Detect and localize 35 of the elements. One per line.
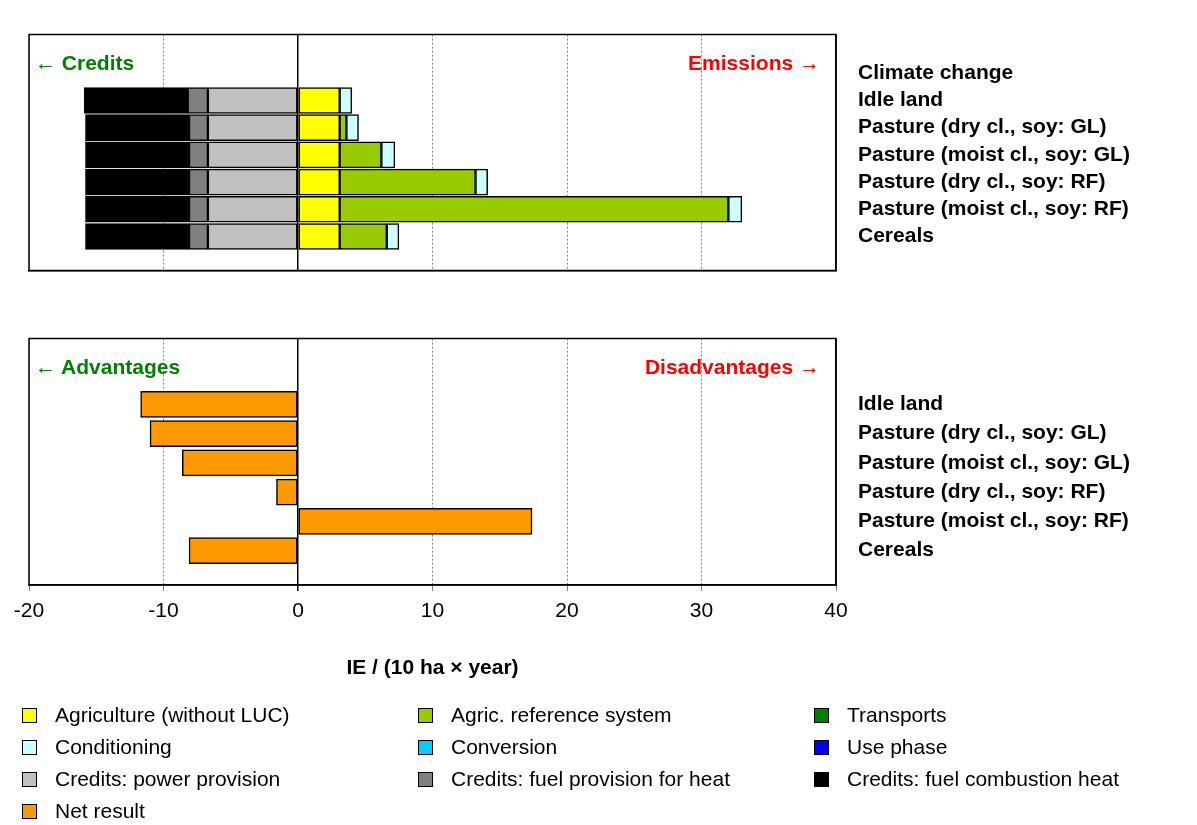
y-tick-label: Pasture (moist cl., soy: GL) bbox=[858, 449, 1130, 473]
legend-label: Credits: power provision bbox=[55, 767, 281, 791]
legend-label: Use phase bbox=[847, 735, 948, 759]
x-tick-label: 40 bbox=[824, 598, 848, 622]
legend-label: Credits: fuel combustion heat bbox=[847, 767, 1119, 791]
legend-label: Credits: fuel provision for heat bbox=[451, 767, 730, 791]
x-tick-label: 30 bbox=[689, 598, 714, 622]
x-tick-label: -10 bbox=[148, 598, 179, 622]
legend-label: Conversion bbox=[451, 735, 558, 759]
legend-label: Transports bbox=[847, 703, 947, 727]
y-tick-label: Pasture (dry cl., soy: RF) bbox=[858, 168, 1106, 192]
text: Disadvantages → bbox=[644, 355, 820, 379]
text: Emissions → bbox=[688, 51, 820, 75]
x-tick-label: 20 bbox=[555, 598, 579, 622]
y-tick-label: Pasture (moist cl., soy: RF) bbox=[858, 508, 1129, 532]
y-tick-label: Pasture (dry cl., soy: RF) bbox=[858, 478, 1106, 502]
legend-label: Net result bbox=[55, 799, 145, 823]
x-tick-label: -20 bbox=[13, 598, 45, 622]
text: Climate change bbox=[858, 60, 1014, 84]
text: ← Advantages bbox=[35, 355, 181, 379]
legend-label: Agriculture (without LUC) bbox=[55, 703, 290, 727]
y-tick-label: Pasture (moist cl., soy: RF) bbox=[858, 196, 1129, 220]
legend-label: Conditioning bbox=[55, 735, 172, 759]
legend-label: Agric. reference system bbox=[451, 703, 672, 727]
y-tick-label: Pasture (dry cl., soy: GL) bbox=[858, 114, 1107, 138]
y-tick-label: Idle land bbox=[858, 87, 944, 111]
y-tick-label: Cereals bbox=[858, 223, 934, 247]
y-tick-label: Pasture (moist cl., soy: GL) bbox=[858, 141, 1130, 165]
x-axis-title: IE / (10 ha × year) bbox=[346, 655, 519, 679]
y-tick-label: Idle land bbox=[858, 391, 944, 415]
y-tick-label: Cereals bbox=[858, 537, 934, 561]
x-tick-label: 10 bbox=[420, 598, 445, 622]
y-tick-label: Pasture (dry cl., soy: GL) bbox=[858, 420, 1107, 444]
x-tick-label: 0 bbox=[292, 598, 304, 622]
text: ← Credits bbox=[35, 51, 135, 75]
